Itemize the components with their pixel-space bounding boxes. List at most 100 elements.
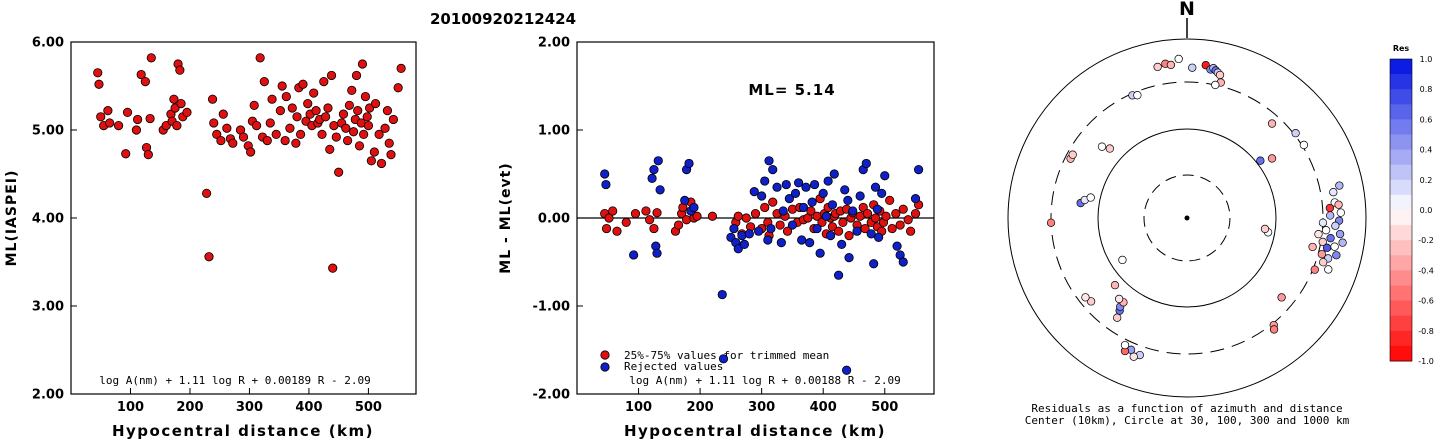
north-label: N <box>1179 0 1195 20</box>
colorbar-ticks: 1.0 0.8 0.6 0.4 0.2 0.0 -0.2 -0.4 -0.6 -0.8 -1.0 <box>1418 55 1434 366</box>
station-point <box>1086 193 1095 202</box>
data-point <box>891 209 901 219</box>
station-point <box>1277 293 1286 302</box>
colorbar-segment <box>1390 149 1412 166</box>
data-point <box>858 202 868 213</box>
data-point <box>362 112 372 122</box>
data-point <box>729 223 739 234</box>
data-point <box>265 118 275 128</box>
data-point <box>601 179 611 190</box>
station-point <box>1256 156 1265 165</box>
ring-30km <box>1143 174 1231 262</box>
colorbar-tick-label: 0.4 <box>1420 146 1433 155</box>
data-point <box>877 188 887 198</box>
data-point <box>733 211 743 221</box>
station-point <box>1329 188 1338 197</box>
y-tick-label: 0.00 <box>538 212 570 227</box>
x-tick-label: 200 <box>176 400 203 415</box>
colorbar-tick-label: 1.0 <box>1420 55 1433 64</box>
colorbar-segment <box>1390 210 1412 226</box>
colorbar-segment <box>1390 225 1412 241</box>
data-point <box>817 217 827 227</box>
colorbar-segment <box>1390 179 1412 196</box>
data-point <box>249 100 259 110</box>
station-point <box>1314 229 1323 239</box>
data-point <box>815 248 825 258</box>
data-point <box>393 83 403 93</box>
station-point <box>1331 221 1340 230</box>
data-point <box>906 226 916 236</box>
station-point <box>1081 293 1090 302</box>
data-point <box>320 112 331 122</box>
colorbar-segment <box>1390 74 1412 90</box>
station-point <box>1046 218 1056 227</box>
x-tick-label: 300 <box>236 400 263 415</box>
x-tick-label: 400 <box>295 400 322 415</box>
data-point <box>787 220 798 230</box>
epicenter-dot <box>1184 215 1190 221</box>
data-point <box>775 220 785 230</box>
y-tick-label: 1.00 <box>538 124 570 139</box>
ticks-middle: 100 200 300 400 500 -2.00 -1.00 0.00 1.00 2.00 <box>533 36 899 416</box>
formula-left: log A(nm) + 1.11 log R + 0.00189 R - 2.0… <box>99 374 371 387</box>
data-point <box>267 94 277 104</box>
ml-vs-distance-chart: ML(IASPEI) Hypocentral distance (km) log… <box>4 36 417 440</box>
data-point <box>647 173 657 183</box>
data-point <box>655 185 665 195</box>
data-point <box>880 171 890 181</box>
colorbar-segment <box>1390 300 1412 317</box>
data-point <box>645 215 655 225</box>
data-point <box>133 114 143 125</box>
station-point <box>1118 255 1127 265</box>
colorbar-tick-label: 0.2 <box>1420 176 1433 185</box>
data-point <box>790 188 801 198</box>
data-point <box>612 226 622 236</box>
x-axis-label-left: Hypocentral distance (km) <box>112 422 374 440</box>
data-point <box>285 123 295 133</box>
azimuth-residual-polar-plot: N Residuals as a function of azimuth and… <box>1007 0 1367 427</box>
formula-middle: log A(nm) + 1.11 log R + 0.00188 R - 2.0… <box>629 374 901 387</box>
legend-marker-rejected <box>600 362 610 372</box>
data-point <box>653 156 663 166</box>
data-point <box>277 81 287 91</box>
ticks-left: 100 200 300 400 500 2.00 3.00 4.00 5.00 6.00 <box>32 36 382 416</box>
data-point <box>652 248 662 258</box>
data-point <box>209 118 219 128</box>
data-point <box>833 270 844 280</box>
data-point <box>707 211 718 221</box>
station-point <box>1260 224 1270 234</box>
station-point <box>1114 294 1124 304</box>
colorbar-segment <box>1390 134 1412 151</box>
data-point <box>93 68 103 78</box>
data-point <box>673 220 684 230</box>
data-point <box>207 94 218 104</box>
x-tick-label: 100 <box>117 400 144 415</box>
station-point <box>1317 249 1327 259</box>
data-point <box>872 204 882 214</box>
polar-caption-line1: Residuals as a function of azimuth and d… <box>1031 402 1342 415</box>
data-point <box>768 197 778 207</box>
data-point <box>172 121 182 131</box>
y-tick-label: -2.00 <box>533 388 570 403</box>
data-point <box>202 188 212 198</box>
data-point <box>629 250 639 260</box>
data-point <box>652 208 662 218</box>
data-point <box>228 138 238 148</box>
station-point <box>1319 258 1328 267</box>
x-tick-label: 200 <box>687 400 714 415</box>
data-point <box>744 229 754 239</box>
data-point <box>382 106 393 116</box>
colorbar-segment <box>1390 345 1412 362</box>
data-point <box>827 200 838 210</box>
data-point <box>776 238 786 248</box>
station-point <box>1174 54 1183 64</box>
residual-vs-distance-chart: ML - ML(evt) Hypocentral distance (km) M… <box>498 36 935 440</box>
data-point <box>809 179 820 190</box>
y-tick-label: 5.00 <box>32 124 64 139</box>
data-point <box>334 167 344 177</box>
colorbar-segment <box>1390 315 1412 332</box>
data-point <box>801 182 811 192</box>
station-point <box>1097 142 1107 151</box>
data-point <box>772 182 782 192</box>
data-point <box>903 215 913 225</box>
